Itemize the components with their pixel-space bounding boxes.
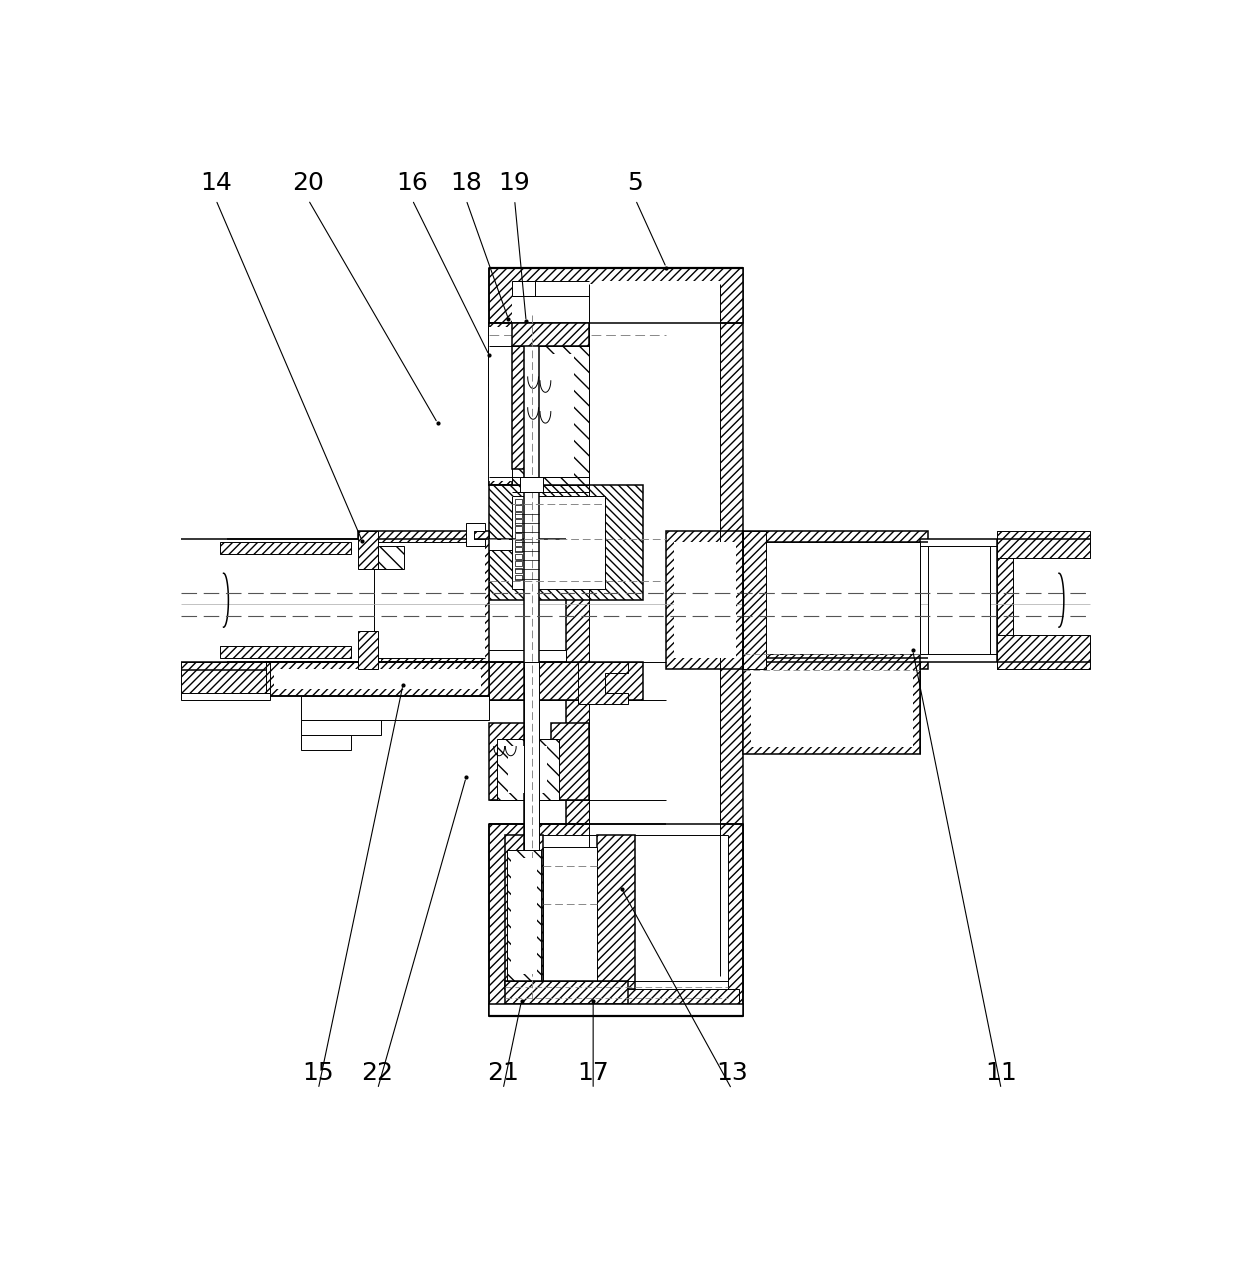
Bar [523, 323, 539, 986]
Text: 17: 17 [578, 1061, 609, 1084]
Text: 22: 22 [362, 1061, 393, 1084]
Bar [589, 284, 720, 975]
Bar [512, 346, 589, 485]
Bar [515, 512, 522, 518]
Text: 20: 20 [293, 172, 324, 195]
Bar [505, 982, 627, 1005]
Text: 21: 21 [487, 1061, 520, 1084]
Bar [300, 735, 351, 750]
Bar [490, 384, 512, 447]
Bar [358, 531, 490, 669]
Bar [219, 543, 351, 554]
Text: 18: 18 [450, 172, 482, 195]
Polygon shape [578, 662, 627, 704]
Bar [751, 669, 913, 746]
Bar [274, 669, 481, 689]
Bar [181, 662, 270, 692]
Bar [551, 723, 589, 800]
Bar [743, 531, 766, 669]
Bar [743, 662, 920, 754]
Bar [490, 323, 512, 384]
Bar [515, 526, 522, 531]
Bar [997, 531, 1090, 558]
Bar [743, 531, 928, 554]
Bar [227, 539, 567, 550]
Text: 13: 13 [715, 1061, 748, 1084]
Bar [377, 547, 404, 570]
Bar [300, 719, 382, 735]
Bar [515, 554, 522, 559]
Bar [528, 353, 574, 477]
Bar [358, 531, 377, 570]
Bar [515, 540, 522, 545]
Bar [515, 534, 522, 539]
Bar [596, 280, 720, 323]
Bar [515, 498, 522, 504]
Bar [515, 575, 522, 580]
Bar [551, 443, 585, 470]
Text: 11: 11 [986, 1061, 1017, 1084]
Bar [543, 846, 596, 989]
Bar [490, 662, 644, 700]
Bar [515, 506, 522, 511]
Bar [497, 739, 558, 800]
Bar [515, 568, 522, 573]
Text: 5: 5 [627, 172, 644, 195]
Bar [666, 531, 743, 669]
Bar [373, 543, 485, 658]
Bar [505, 835, 728, 1005]
Bar [743, 543, 920, 654]
Polygon shape [490, 323, 532, 485]
Bar [997, 531, 1013, 669]
Bar [920, 539, 997, 662]
Bar [490, 823, 743, 1016]
Bar [490, 723, 536, 800]
Bar [227, 650, 567, 662]
Bar [358, 631, 377, 669]
Bar [567, 268, 743, 993]
Bar [490, 1005, 743, 1016]
Bar [505, 835, 543, 989]
Bar [490, 485, 644, 600]
Bar [512, 497, 605, 589]
Bar [508, 989, 739, 1005]
Bar [181, 539, 382, 662]
Bar [675, 543, 735, 658]
Bar [997, 635, 1090, 669]
Bar [743, 646, 928, 669]
Bar [512, 346, 528, 470]
Bar [181, 692, 270, 700]
Bar [596, 835, 635, 989]
Bar [515, 520, 522, 525]
Bar [515, 561, 522, 566]
Bar [512, 323, 589, 346]
Bar [523, 662, 539, 993]
Bar [551, 346, 585, 376]
Bar [511, 858, 537, 974]
Bar [490, 268, 743, 323]
Text: 19: 19 [498, 172, 531, 195]
Polygon shape [466, 524, 485, 547]
Bar [490, 326, 528, 481]
Bar [507, 850, 541, 982]
Bar [300, 696, 490, 719]
Bar [512, 280, 589, 323]
Text: 14: 14 [200, 172, 232, 195]
Text: 15: 15 [303, 1061, 334, 1084]
Bar [219, 646, 351, 658]
Bar [512, 280, 536, 296]
Bar [508, 746, 547, 792]
Bar [520, 477, 543, 493]
Text: 16: 16 [397, 172, 428, 195]
Bar [490, 323, 532, 485]
Bar [515, 547, 522, 553]
Bar [265, 662, 490, 696]
Bar [928, 547, 990, 654]
